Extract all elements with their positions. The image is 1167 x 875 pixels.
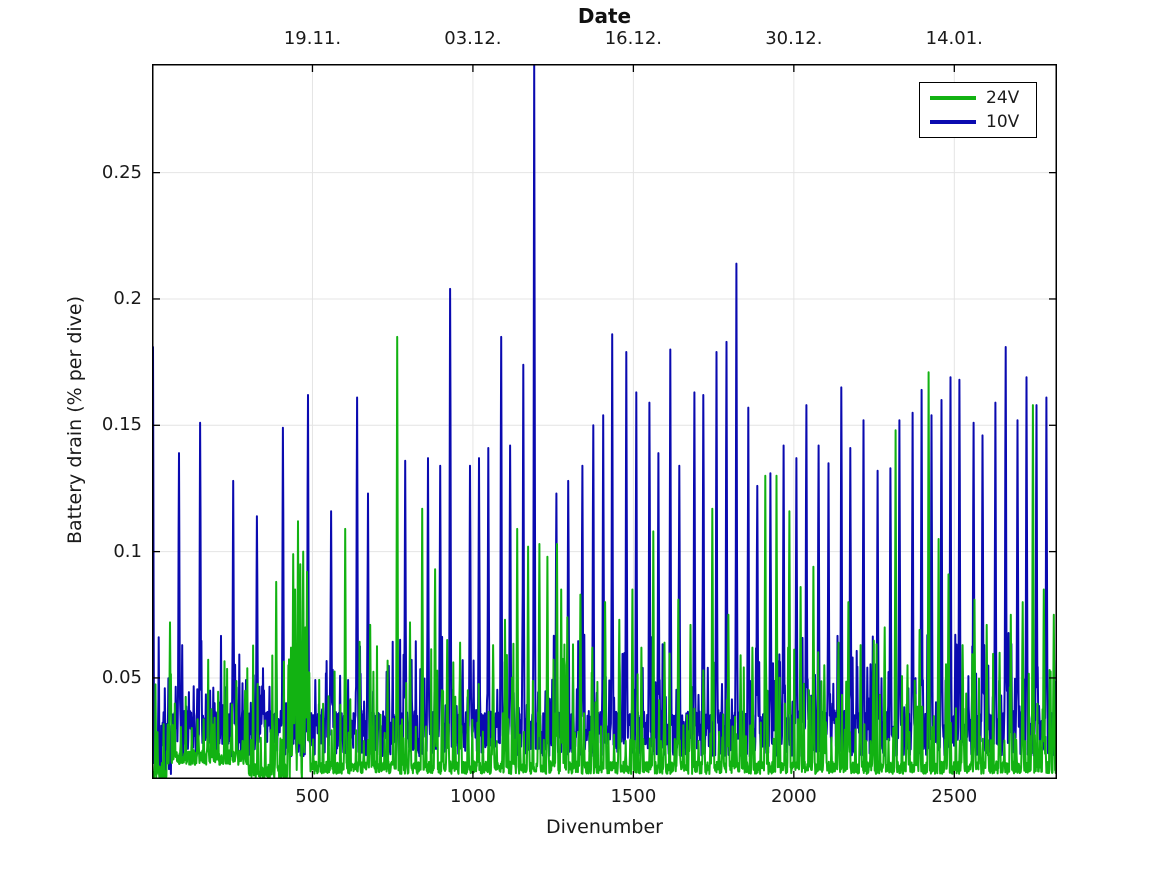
legend-line-24v-icon (930, 96, 976, 100)
legend-label-24v: 24V (986, 88, 1020, 108)
y-tick-label: 0.25 (101, 161, 142, 183)
x-tick-label: 1000 (450, 786, 496, 807)
legend: 24V 10V (919, 82, 1037, 138)
legend-label-10v: 10V (986, 112, 1020, 132)
y-tick-label: 0.2 (113, 287, 142, 309)
legend-entry-24v: 24V (930, 89, 1026, 107)
top-axis-tick-label: 16.12. (604, 28, 662, 49)
x-tick-label: 2000 (770, 786, 817, 807)
y-tick-label: 0.1 (113, 540, 142, 562)
legend-line-10v-icon (930, 120, 976, 124)
top-axis-tick-label: 14.01. (925, 28, 983, 49)
x-axis-label: Divenumber (546, 816, 663, 838)
series-line-24v (152, 335, 1057, 779)
y-tick-label: 0.15 (101, 414, 142, 436)
top-axis-tick-label: 03.12. (444, 28, 502, 49)
x-tick-label: 2500 (931, 786, 978, 807)
top-axis-tick-label: 30.12. (765, 28, 823, 49)
plot-area (152, 64, 1057, 779)
legend-entry-10v: 10V (930, 113, 1026, 131)
x-tick-label: 500 (295, 786, 330, 807)
top-axis-tick-label: 19.11. (283, 28, 342, 49)
y-tick-label: 0.05 (101, 666, 142, 688)
x-tick-label: 1500 (610, 786, 657, 807)
top-axis-title: Date (577, 4, 632, 28)
